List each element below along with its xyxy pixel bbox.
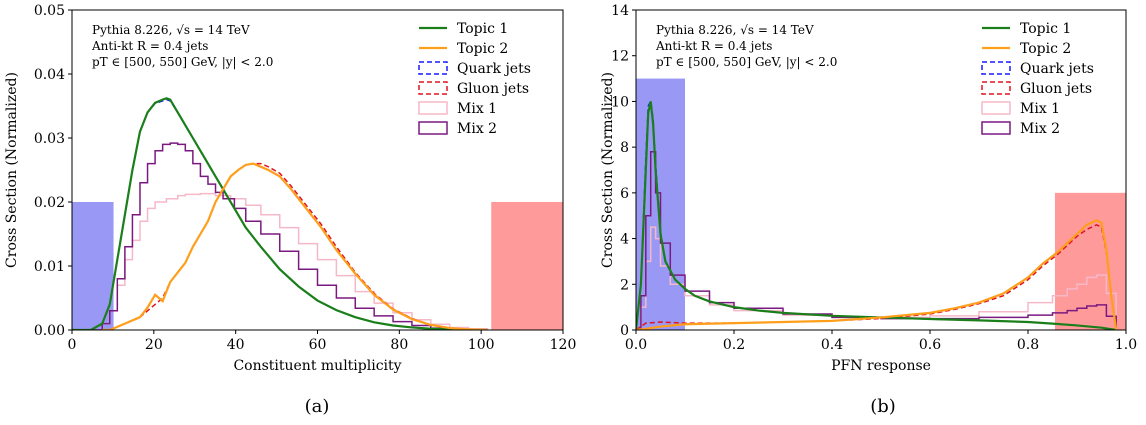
legend-swatch [981, 121, 1011, 135]
annotation-line-3: pT ∈ [500, 550] GeV, |y| < 2.0 [92, 55, 273, 69]
plot-area [636, 78, 1126, 330]
series-topic-2 [636, 219, 1118, 330]
y-tick-label: 0.05 [34, 3, 65, 19]
annotation-line-2: Anti-kt R = 0.4 jets [655, 39, 772, 53]
y-tick-label: 0 [620, 323, 629, 339]
legend-item-topic-2: Topic 2 [982, 41, 1071, 57]
legend-label: Mix 2 [1020, 121, 1060, 137]
panel-label: (b) [870, 396, 896, 417]
legend-label: Gluon jets [457, 81, 529, 97]
y-tick-label: 2 [620, 277, 629, 293]
shaded-region-2 [1054, 192, 1126, 330]
panel-label: (a) [305, 396, 330, 417]
y-tick-label: 4 [620, 232, 629, 248]
series-topic-1 [72, 97, 488, 330]
y-tick-label: 8 [620, 140, 629, 156]
legend-swatch [418, 81, 448, 95]
legend-label: Mix 1 [1020, 101, 1060, 117]
x-tick-label: 60 [309, 337, 327, 353]
legend-swatch [418, 121, 448, 135]
series-mix-1 [72, 192, 489, 330]
legend-item-topic-1: Topic 1 [982, 21, 1071, 37]
y-axis-label: Cross Section (Normalized) [4, 72, 20, 268]
legend-swatch [981, 61, 1011, 75]
y-tick-label: 0.03 [34, 131, 65, 147]
series-topic-1 [636, 101, 1117, 330]
legend-item-mix-2: Mix 2 [981, 121, 1060, 137]
x-tick-label: 0.0 [625, 337, 647, 353]
x-tick-label: 0.2 [723, 337, 745, 353]
legend-label: Topic 2 [457, 41, 508, 57]
x-tick-label: 0.4 [821, 337, 843, 353]
annotation-line-2: Anti-kt R = 0.4 jets [91, 39, 208, 53]
legend-item-mix-1: Mix 1 [418, 101, 497, 117]
annotation-line-1: Pythia 8.226, √s = 14 TeV [656, 23, 814, 37]
x-axis-label: PFN response [831, 358, 931, 374]
legend: Topic 1 Topic 2 Quark jets Gluon jets Mix 1 M… [981, 21, 1094, 137]
legend: Topic 1 Topic 2 Quark jets Gluon jets Mix 1 M… [418, 21, 531, 137]
x-tick-label: 40 [227, 337, 245, 353]
x-tick-label: 80 [390, 337, 408, 353]
legend-label: Quark jets [457, 61, 531, 77]
legend-item-quark-jets: Quark jets [981, 61, 1094, 77]
x-tick-label: 1.0 [1115, 337, 1137, 353]
chart-panel-1: 0 20 40 60 80 100 120 0.00 0.01 0.02 0.03 0.04 0.05 C… [4, 3, 576, 417]
y-tick-label: 10 [611, 94, 629, 110]
x-tick-label: 120 [550, 337, 577, 353]
shaded-region-2 [491, 202, 563, 330]
series-gluon-jets [102, 162, 488, 330]
legend-item-quark-jets: Quark jets [418, 61, 531, 77]
series-gluon-jets [636, 224, 1117, 330]
legend-swatch [418, 61, 448, 75]
legend-swatch [981, 101, 1011, 115]
annotation-line-3: pT ∈ [500, 550] GeV, |y| < 2.0 [656, 55, 837, 69]
y-tick-label: 0.01 [34, 259, 65, 275]
legend-item-topic-2: Topic 2 [419, 41, 508, 57]
y-tick-label: 0.00 [34, 323, 65, 339]
legend-item-gluon-jets: Gluon jets [981, 81, 1092, 97]
y-tick-label: 6 [620, 186, 629, 202]
shaded-region-1 [72, 202, 114, 330]
legend-label: Quark jets [1020, 61, 1094, 77]
x-axis-label: Constituent multiplicity [233, 358, 401, 374]
legend-label: Topic 1 [1020, 21, 1071, 37]
legend-item-gluon-jets: Gluon jets [418, 81, 529, 97]
plot-area [72, 97, 563, 330]
legend-label: Topic 2 [1020, 41, 1071, 57]
y-axis-label: Cross Section (Normalized) [600, 72, 616, 268]
chart-panel-2: 0.0 0.2 0.4 0.6 0.8 1.0 0 2 4 6 8 10 12 14 PFN respons… [600, 3, 1137, 417]
x-tick-label: 20 [145, 337, 163, 353]
legend-label: Mix 2 [457, 121, 497, 137]
legend-label: Topic 1 [457, 21, 508, 37]
x-tick-label: 0 [68, 337, 77, 353]
y-tick-label: 14 [611, 3, 629, 19]
x-tick-label: 100 [468, 337, 495, 353]
legend-label: Gluon jets [1020, 81, 1092, 97]
axes-frame [635, 9, 1127, 331]
x-tick-label: 0.8 [1017, 337, 1039, 353]
y-tick-label: 12 [611, 49, 629, 65]
legend-item-mix-1: Mix 1 [981, 101, 1060, 117]
series-mix-2 [72, 142, 488, 330]
legend-item-topic-1: Topic 1 [419, 21, 508, 37]
y-tick-label: 0.02 [34, 195, 65, 211]
legend-swatch [981, 81, 1011, 95]
annotation-line-1: Pythia 8.226, √s = 14 TeV [92, 23, 250, 37]
legend-label: Mix 1 [457, 101, 497, 117]
series-topic-2 [102, 162, 488, 330]
legend-swatch [418, 101, 448, 115]
x-tick-label: 0.6 [919, 337, 941, 353]
y-tick-label: 0.04 [34, 67, 65, 83]
legend-item-mix-2: Mix 2 [418, 121, 497, 137]
